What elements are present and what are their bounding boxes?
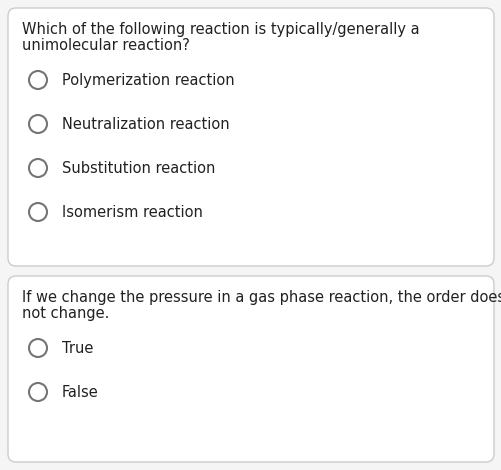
Circle shape bbox=[29, 203, 47, 221]
Circle shape bbox=[29, 71, 47, 89]
Text: Neutralization reaction: Neutralization reaction bbox=[62, 117, 229, 132]
Text: not change.: not change. bbox=[22, 306, 109, 321]
FancyBboxPatch shape bbox=[8, 276, 493, 462]
Circle shape bbox=[29, 339, 47, 357]
Text: Substitution reaction: Substitution reaction bbox=[62, 161, 215, 176]
Text: False: False bbox=[62, 385, 99, 400]
Text: unimolecular reaction?: unimolecular reaction? bbox=[22, 38, 189, 53]
Circle shape bbox=[29, 159, 47, 177]
Text: Which of the following reaction is typically/generally a: Which of the following reaction is typic… bbox=[22, 22, 419, 37]
Text: True: True bbox=[62, 341, 93, 356]
Circle shape bbox=[29, 115, 47, 133]
FancyBboxPatch shape bbox=[8, 8, 493, 266]
Text: Isomerism reaction: Isomerism reaction bbox=[62, 205, 202, 220]
Text: Polymerization reaction: Polymerization reaction bbox=[62, 73, 234, 88]
Text: If we change the pressure in a gas phase reaction, the order does: If we change the pressure in a gas phase… bbox=[22, 290, 501, 305]
Circle shape bbox=[29, 383, 47, 401]
